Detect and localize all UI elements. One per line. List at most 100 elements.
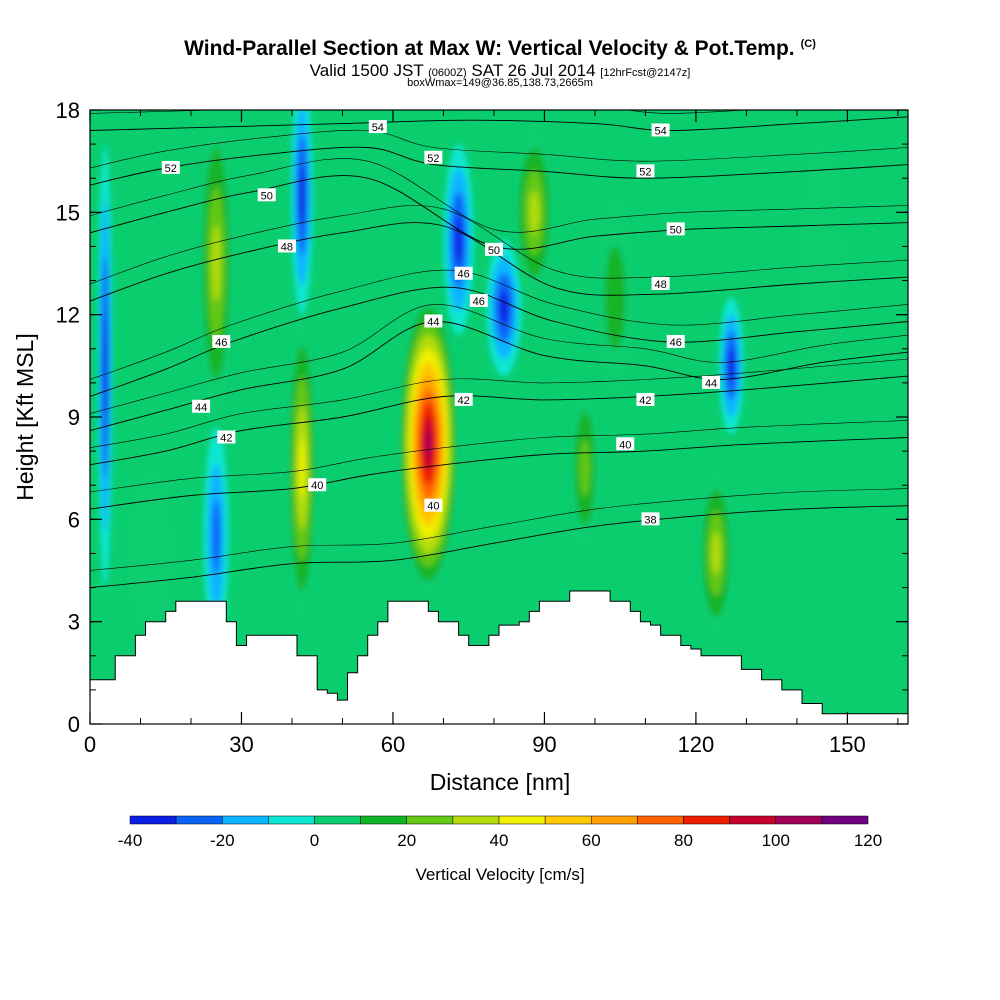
velocity-band bbox=[103, 310, 108, 422]
contour-label-text: 50 bbox=[488, 245, 500, 257]
x-axis: 0 30 60 90 120 150 bbox=[84, 110, 899, 757]
terrain-silhouette bbox=[90, 590, 908, 724]
contour-label-bg bbox=[308, 478, 327, 492]
y-tick-label: 9 bbox=[68, 405, 80, 430]
contour-label-text: 46 bbox=[215, 337, 227, 349]
isentrope-label: 44 bbox=[424, 314, 443, 328]
isentrope-label: 48 bbox=[277, 239, 296, 253]
x-tick-label: 30 bbox=[229, 732, 253, 757]
contour-label-bg bbox=[666, 334, 685, 348]
colorbar-tick-label: 120 bbox=[854, 831, 882, 850]
isentrope-38 bbox=[90, 505, 908, 589]
velocity-cell bbox=[486, 239, 522, 377]
contour-label-text: 42 bbox=[458, 395, 470, 407]
isentrope-intermediate bbox=[90, 358, 908, 448]
contour-label-text: 38 bbox=[644, 514, 656, 526]
colorbar-swatch bbox=[821, 815, 869, 825]
velocity-cell bbox=[796, 144, 848, 383]
isentrope-label: 40 bbox=[616, 437, 635, 451]
velocity-cell bbox=[698, 468, 734, 639]
velocity-cell bbox=[198, 110, 234, 417]
contour-label-text: 46 bbox=[458, 269, 470, 281]
contour-labels: 38 40 42 44 46 48 50 52 54 40 42 44 46 46 50 52 40 42 44 46… bbox=[161, 120, 721, 526]
colorbar-swatch bbox=[637, 815, 684, 825]
isentrope-label: 50 bbox=[666, 222, 685, 236]
contour-label-bg bbox=[666, 222, 685, 236]
velocity-band bbox=[711, 532, 721, 575]
colorbar-swatch bbox=[314, 815, 361, 825]
contour-label-bg bbox=[651, 123, 670, 137]
y-axis-title: Height [Kft MSL] bbox=[12, 333, 38, 500]
velocity-band bbox=[211, 225, 221, 302]
velocity-band bbox=[605, 246, 626, 349]
plot-area: 38 40 42 44 46 48 50 52 54 40 42 44 46 46 50 52 40 42 44 46… bbox=[90, 110, 908, 724]
box-info: boxWmax=149@36.85,138.73,2665m bbox=[407, 77, 593, 89]
isentrope-label: 42 bbox=[636, 392, 655, 407]
colorbar-swatch bbox=[222, 815, 269, 825]
valid-date: SAT 26 Jul 2014 bbox=[471, 61, 596, 80]
colorbar-swatch bbox=[683, 815, 730, 825]
contour-label-text: 42 bbox=[220, 432, 232, 444]
isentrope-intermediate bbox=[90, 420, 908, 493]
isentrope-label: 52 bbox=[636, 164, 655, 178]
y-axis: 0 3 6 9 12 15 18 bbox=[56, 98, 908, 737]
contour-label-text: 46 bbox=[670, 337, 682, 349]
velocity-cell bbox=[286, 314, 318, 622]
x-tick-label: 150 bbox=[829, 732, 866, 757]
contour-label-bg bbox=[368, 120, 387, 134]
velocity-band bbox=[579, 439, 590, 497]
velocity-band bbox=[728, 348, 735, 383]
velocity-cell bbox=[514, 127, 555, 298]
velocity-cell bbox=[290, 110, 314, 315]
y-tick-label: 18 bbox=[56, 98, 80, 123]
isentrope-label: 54 bbox=[651, 123, 670, 137]
forecast-info: [12hrFcst@2147z] bbox=[600, 67, 691, 79]
chart-title: Wind-Parallel Section at Max W: Vertical… bbox=[0, 37, 1000, 61]
colorbar-tick-label: 40 bbox=[490, 831, 509, 850]
contour-label-text: 44 bbox=[705, 378, 717, 390]
isentrope-label: 40 bbox=[424, 498, 443, 513]
velocity-cell bbox=[398, 294, 459, 595]
isentrope-label: 48 bbox=[651, 276, 670, 291]
contour-label-bg bbox=[702, 375, 721, 389]
contour-label-text: 52 bbox=[165, 163, 177, 175]
isentrope-label: 44 bbox=[702, 375, 721, 390]
velocity-band bbox=[212, 500, 221, 573]
contour-label-bg bbox=[192, 399, 211, 413]
valid-utc: (0600Z) bbox=[428, 67, 467, 79]
contour-label-bg bbox=[469, 294, 488, 308]
contour-label-text: 52 bbox=[427, 153, 439, 165]
isentrope-label: 50 bbox=[257, 188, 276, 202]
isentrope-label: 54 bbox=[368, 120, 387, 134]
x-tick-label: 0 bbox=[84, 732, 96, 757]
copyright-mark: (C) bbox=[800, 38, 816, 50]
colorbar-tick-label: -40 bbox=[118, 831, 143, 850]
contour-label-bg bbox=[641, 512, 660, 526]
contour-label-text: 50 bbox=[261, 190, 273, 202]
y-tick-label: 0 bbox=[68, 712, 80, 737]
isentrope-label: 46 bbox=[454, 266, 473, 281]
colorbar-swatch bbox=[360, 815, 407, 825]
isentrope-label: 46 bbox=[212, 334, 231, 349]
velocity-band bbox=[299, 165, 305, 226]
chart-subtitle: Valid 1500 JST (0600Z) SAT 26 Jul 2014 [… bbox=[0, 61, 1000, 81]
contour-label-bg bbox=[636, 164, 655, 178]
contour-label-bg bbox=[484, 242, 503, 256]
colorbar-title: Vertical Velocity [cm/s] bbox=[415, 865, 584, 884]
isentrope-46 bbox=[90, 286, 908, 397]
colorbar-swatch bbox=[591, 815, 638, 825]
velocity-cell bbox=[718, 297, 744, 435]
contour-label-text: 48 bbox=[281, 241, 293, 253]
isentrope-44 bbox=[90, 321, 908, 432]
colorbar-swatch bbox=[452, 815, 500, 825]
contour-label-text: 44 bbox=[427, 316, 439, 328]
velocity-cell bbox=[594, 195, 636, 400]
contour-label-bg bbox=[277, 239, 296, 253]
colorbar-tick-label: 100 bbox=[762, 831, 790, 850]
colorbar: -40 -20 0 20 40 60 80 100 120 bbox=[118, 815, 882, 850]
y-tick-label: 6 bbox=[68, 507, 80, 532]
contour-label-bg bbox=[636, 392, 655, 406]
velocity-cell bbox=[125, 468, 176, 639]
isentrope-label: 52 bbox=[161, 160, 180, 175]
